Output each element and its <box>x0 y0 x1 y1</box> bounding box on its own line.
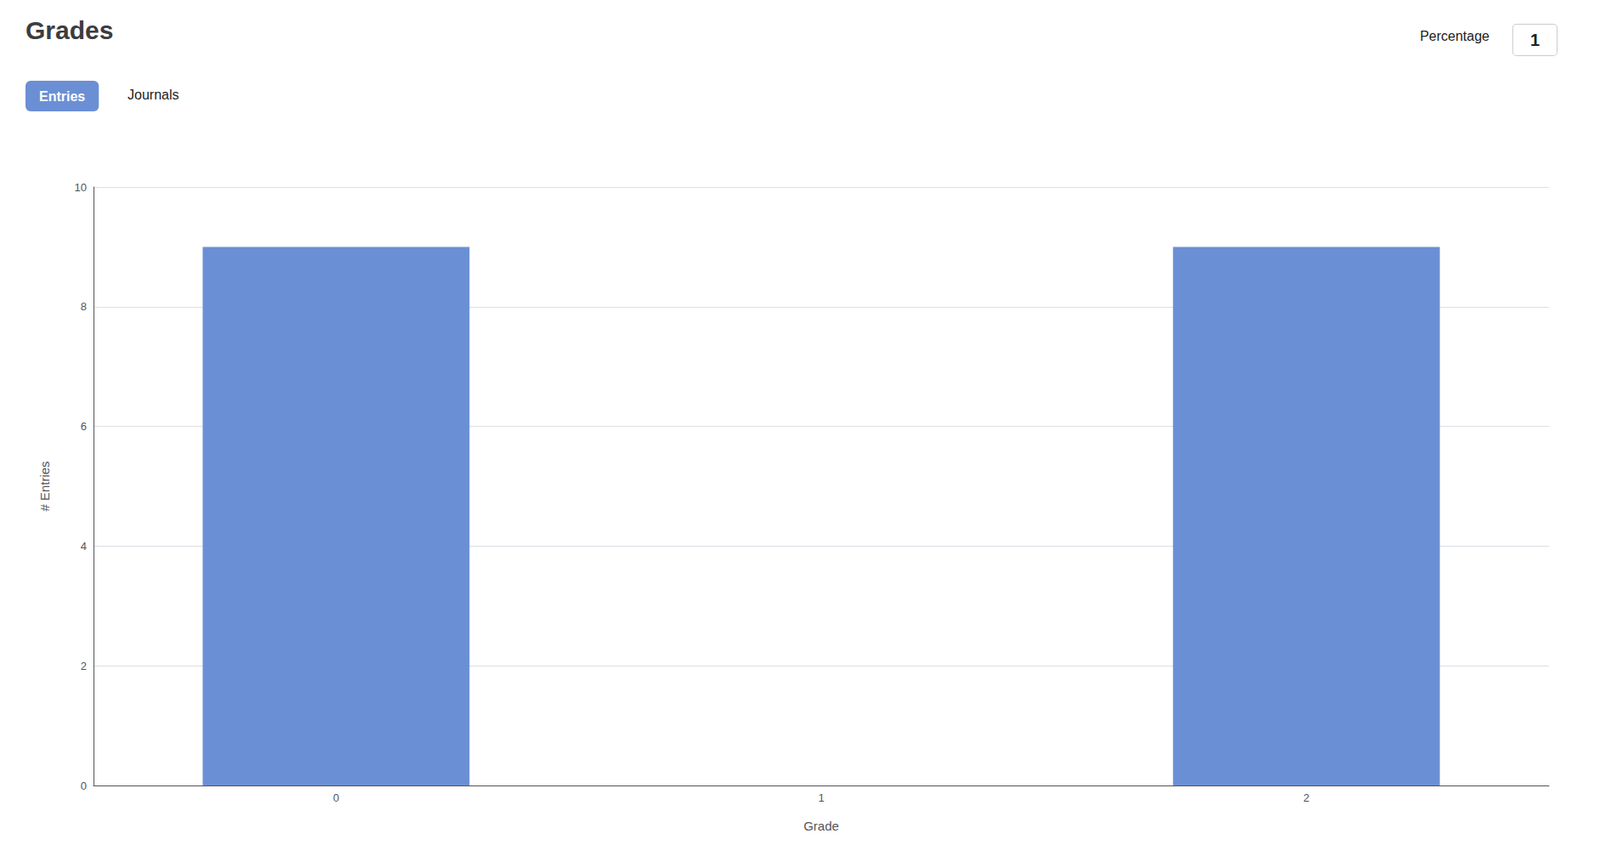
svg-text:0: 0 <box>80 779 87 793</box>
svg-text:Percentage: Percentage <box>1419 28 1490 44</box>
svg-text:0: 0 <box>333 791 340 805</box>
svg-text:4: 4 <box>80 539 87 553</box>
svg-text:10: 10 <box>74 181 87 194</box>
svg-text:Entries: Entries <box>39 89 86 104</box>
svg-text:Grade: Grade <box>803 818 840 834</box>
svg-text:Journals: Journals <box>127 87 179 103</box>
svg-text:1: 1 <box>1530 30 1540 50</box>
svg-text:2: 2 <box>1303 791 1310 805</box>
svg-text:1: 1 <box>817 791 824 805</box>
svg-text:6: 6 <box>80 419 87 433</box>
svg-text:2: 2 <box>80 659 87 673</box>
svg-text:8: 8 <box>80 300 87 313</box>
svg-text:# Entries: # Entries <box>37 460 52 511</box>
svg-text:Grades: Grades <box>25 16 114 45</box>
